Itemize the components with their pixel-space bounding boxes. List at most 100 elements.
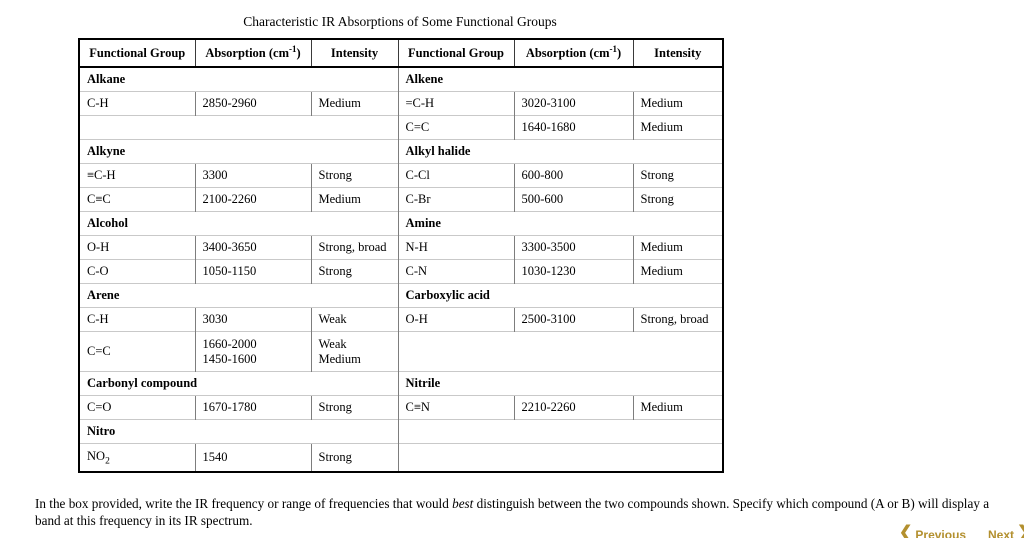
table-cell: Medium <box>632 259 723 284</box>
table-cell: O-H <box>397 307 514 332</box>
table-cell: C-O <box>79 259 195 284</box>
table-cell: 3300 <box>194 163 311 188</box>
superscript: -1 <box>289 44 297 55</box>
table-cell: Weak Medium <box>310 331 398 372</box>
table-cell: 1050-1150 <box>194 259 311 284</box>
table-cell: 3400-3650 <box>194 235 311 260</box>
formula-text: NO <box>87 448 106 463</box>
table-cell: Weak <box>310 307 398 332</box>
table-cell: Strong <box>310 395 398 420</box>
section-header-cell: Alkane <box>79 66 398 92</box>
section-row: Carbonyl compound Nitrile <box>79 371 723 396</box>
table-cell: Medium <box>310 187 398 212</box>
table-cell: Medium <box>310 91 398 116</box>
table-cell: Strong <box>310 259 398 284</box>
column-header-absorption: Absorption (cm-1) <box>194 39 311 68</box>
table-cell: Medium <box>632 115 723 140</box>
section-header-cell: Alcohol <box>79 211 398 236</box>
column-header-intensity: Intensity <box>310 39 398 68</box>
table-cell: C-Br <box>397 187 514 212</box>
section-header-cell: Nitrile <box>397 371 723 396</box>
section-row: Alkane Alkene <box>79 66 723 92</box>
chevron-left-icon: ❮ <box>899 524 913 538</box>
table-cell: ≡C-H <box>79 163 195 188</box>
ir-absorption-table: Functional Group Absorption (cm-1) Inten… <box>78 38 724 473</box>
column-header-intensity: Intensity <box>632 39 723 68</box>
instructions-text: In the box provided, write the IR freque… <box>35 495 1003 529</box>
table-cell: 2500-3100 <box>513 307 633 332</box>
table-cell: 500-600 <box>513 187 633 212</box>
table-cell: C-H <box>79 91 195 116</box>
table-cell: 3030 <box>194 307 311 332</box>
table-cell: C-N <box>397 259 514 284</box>
table-row: C=O 1670-1780 Strong C≡N 2210-2260 Mediu… <box>79 395 723 420</box>
table-cell: 600-800 <box>513 163 633 188</box>
section-header-cell: Alkyne <box>79 139 398 164</box>
table-cell: 1670-1780 <box>194 395 311 420</box>
section-header-cell: Nitro <box>79 419 398 444</box>
next-label: Next <box>988 528 1015 538</box>
table-row: C-H 2850-2960 Medium =C-H 3020-3100 Medi… <box>79 91 723 116</box>
section-header-cell: Carboxylic acid <box>397 283 723 308</box>
table-cell: O-H <box>79 235 195 260</box>
table-row: O-H 3400-3650 Strong, broad N-H 3300-350… <box>79 235 723 260</box>
table-cell: C≡C <box>79 187 195 212</box>
table-row: ≡C-H 3300 Strong C-Cl 600-800 Strong <box>79 163 723 188</box>
section-header-cell: Alkyl halide <box>397 139 723 164</box>
table-row: NO2 1540 Strong <box>79 443 723 472</box>
table-cell: 1030-1230 <box>513 259 633 284</box>
table-cell: =C-H <box>397 91 514 116</box>
instructions-segment: In the box provided, write the IR freque… <box>35 496 453 511</box>
section-header-cell: Amine <box>397 211 723 236</box>
table-row: C-O 1050-1150 Strong C-N 1030-1230 Mediu… <box>79 259 723 284</box>
section-header-cell: Carbonyl compound <box>79 371 398 396</box>
table-cell: Strong <box>310 163 398 188</box>
table-cell: N-H <box>397 235 514 260</box>
table-cell-formula: NO2 <box>79 443 195 472</box>
table-cell: C≡N <box>397 395 514 420</box>
table-cell: 2210-2260 <box>513 395 633 420</box>
table-row: C=C 1660-2000 1450-1600 Weak Medium <box>79 331 723 372</box>
table-cell: C-H <box>79 307 195 332</box>
previous-button[interactable]: ❮ Previous <box>893 525 972 538</box>
column-header-absorption: Absorption (cm-1) <box>513 39 633 68</box>
section-row: Alkyne Alkyl halide <box>79 139 723 164</box>
table-cell: 3020-3100 <box>513 91 633 116</box>
table-cell: 1540 <box>194 443 311 472</box>
header-text: Absorption (cm <box>205 46 289 61</box>
table-cell: C-Cl <box>397 163 514 188</box>
column-header-functional-group: Functional Group <box>397 39 514 68</box>
column-header-functional-group: Functional Group <box>79 39 195 68</box>
table-cell: Strong <box>632 163 723 188</box>
subscript: 2 <box>105 456 110 467</box>
section-header-cell: Alkene <box>397 66 723 92</box>
superscript: -1 <box>609 44 618 55</box>
empty-cell <box>397 443 723 472</box>
table-cell: 1660-2000 1450-1600 <box>194 331 311 372</box>
table-cell: C=O <box>79 395 195 420</box>
table-cell: 2100-2260 <box>194 187 311 212</box>
table-cell: 2850-2960 <box>194 91 311 116</box>
table-row: C-H 3030 Weak O-H 2500-3100 Strong, broa… <box>79 307 723 332</box>
section-row: Alcohol Amine <box>79 211 723 236</box>
previous-label: Previous <box>915 528 967 538</box>
header-row: Functional Group Absorption (cm-1) Inten… <box>79 39 723 68</box>
section-header-cell <box>397 419 723 444</box>
section-row: Arene Carboxylic acid <box>79 283 723 308</box>
table-cell: 1640-1680 <box>513 115 633 140</box>
table-row: C=C 1640-1680 Medium <box>79 115 723 140</box>
next-button[interactable]: Next ❯ <box>982 525 1024 538</box>
table-title: Characteristic IR Absorptions of Some Fu… <box>243 14 557 29</box>
empty-cell <box>397 331 723 372</box>
table-cell: Strong, broad <box>310 235 398 260</box>
table-cell: Medium <box>632 91 723 116</box>
chevron-right-icon: ❯ <box>1017 525 1024 538</box>
header-text: ) <box>617 46 622 61</box>
table-cell: Strong <box>632 187 723 212</box>
table-row: C≡C 2100-2260 Medium C-Br 500-600 Strong <box>79 187 723 212</box>
table-cell: Strong, broad <box>632 307 723 332</box>
table-cell: Medium <box>632 395 723 420</box>
table-cell: Medium <box>632 235 723 260</box>
section-row: Nitro <box>79 419 723 444</box>
